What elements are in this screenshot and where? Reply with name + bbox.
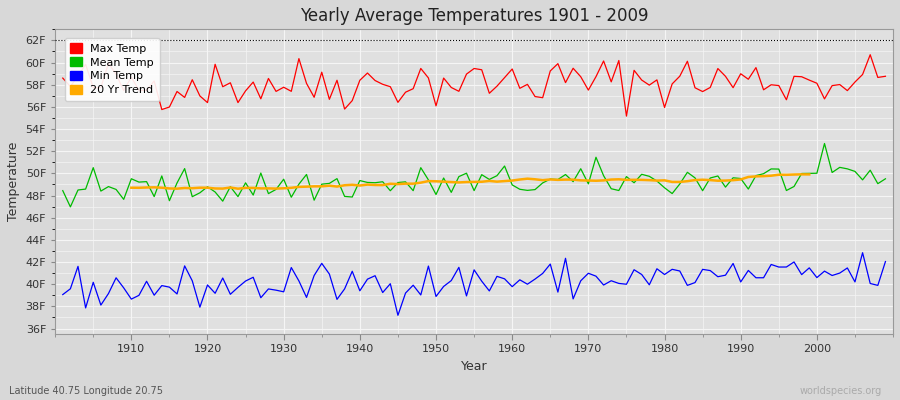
Max Temp (865, 52, 876, 57)
20 Yr Trend (339, 183, 350, 188)
X-axis label: Year: Year (461, 360, 488, 373)
Max Temp (880, 74, 891, 79)
Y-axis label: Temperature: Temperature (7, 142, 20, 221)
Line: Max Temp: Max Temp (63, 55, 886, 116)
Line: Mean Temp: Mean Temp (63, 144, 886, 207)
Mean Temp (606, 186, 616, 191)
Title: Yearly Average Temperatures 1901 - 2009: Yearly Average Temperatures 1901 - 2009 (300, 7, 648, 25)
Min Temp (857, 250, 868, 255)
Mean Temp (126, 176, 137, 181)
Text: worldspecies.org: worldspecies.org (800, 386, 882, 396)
20 Yr Trend (698, 177, 708, 182)
Mean Temp (58, 188, 68, 193)
Mean Temp (515, 187, 526, 192)
Min Temp (515, 278, 526, 282)
Mean Temp (293, 182, 304, 186)
Min Temp (118, 286, 129, 290)
Min Temp (606, 278, 616, 283)
Min Temp (58, 292, 68, 297)
Line: Min Temp: Min Temp (63, 253, 886, 315)
Line: 20 Yr Trend: 20 Yr Trend (131, 174, 809, 189)
20 Yr Trend (606, 177, 616, 182)
Max Temp (331, 78, 342, 83)
Max Temp (507, 66, 517, 71)
Max Temp (58, 76, 68, 80)
20 Yr Trend (796, 172, 807, 177)
Mean Temp (880, 176, 891, 181)
Min Temp (507, 284, 517, 289)
Min Temp (392, 313, 403, 318)
Min Temp (880, 259, 891, 264)
Max Temp (286, 89, 297, 94)
Max Temp (500, 75, 510, 80)
Min Temp (331, 297, 342, 302)
Min Temp (286, 265, 297, 270)
Max Temp (598, 58, 609, 63)
Mean Temp (65, 204, 76, 209)
20 Yr Trend (126, 185, 137, 190)
Mean Temp (339, 194, 350, 199)
20 Yr Trend (217, 186, 228, 191)
Legend: Max Temp, Mean Temp, Min Temp, 20 Yr Trend: Max Temp, Mean Temp, Min Temp, 20 Yr Tre… (65, 38, 159, 101)
20 Yr Trend (781, 172, 792, 177)
20 Yr Trend (232, 186, 243, 191)
20 Yr Trend (713, 178, 724, 183)
Text: Latitude 40.75 Longitude 20.75: Latitude 40.75 Longitude 20.75 (9, 386, 163, 396)
20 Yr Trend (804, 172, 814, 177)
Mean Temp (507, 182, 517, 187)
Max Temp (621, 114, 632, 118)
Mean Temp (819, 141, 830, 146)
Max Temp (118, 88, 129, 93)
